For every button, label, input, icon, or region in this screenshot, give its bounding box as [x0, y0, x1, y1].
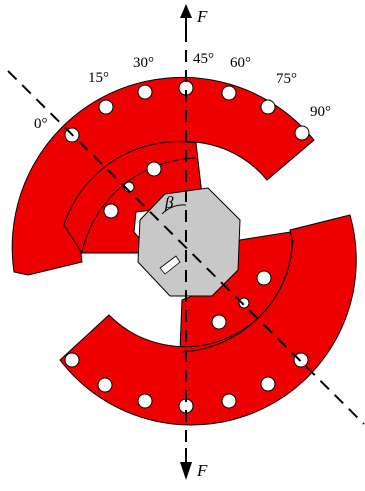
lower-inner-arc: [181, 239, 294, 353]
hole: [103, 203, 119, 219]
force-label-top: F: [196, 7, 208, 26]
angle-label-90: 90°: [310, 104, 331, 120]
hole: [137, 84, 153, 100]
beta-label: β: [164, 193, 174, 212]
hole: [256, 270, 272, 286]
hole: [137, 393, 153, 409]
insert-slot: [159, 255, 181, 275]
hole: [211, 314, 227, 330]
angle-label-60: 60°: [230, 55, 251, 71]
hole: [238, 297, 250, 309]
inclined-axis: [7, 70, 365, 425]
angle-label-15: 15°: [88, 70, 109, 86]
hole: [97, 377, 113, 393]
hole: [260, 376, 276, 392]
force-arrow-bottom-icon: [180, 462, 192, 480]
angle-label-30: 30°: [133, 55, 154, 71]
hole: [294, 125, 310, 141]
hole: [260, 99, 276, 115]
hole: [64, 352, 80, 368]
angle-label-0: 0°: [34, 116, 48, 132]
hole: [221, 85, 237, 101]
hole: [146, 161, 162, 177]
beta-arc: [161, 204, 187, 215]
force-arrow-top-icon: [180, 4, 192, 18]
hole: [293, 352, 309, 368]
hole: [221, 393, 237, 409]
force-label-bottom: F: [196, 461, 208, 480]
angle-label-45: 45°: [193, 51, 214, 67]
hole: [98, 99, 114, 115]
angle-label-75: 75°: [276, 71, 297, 87]
